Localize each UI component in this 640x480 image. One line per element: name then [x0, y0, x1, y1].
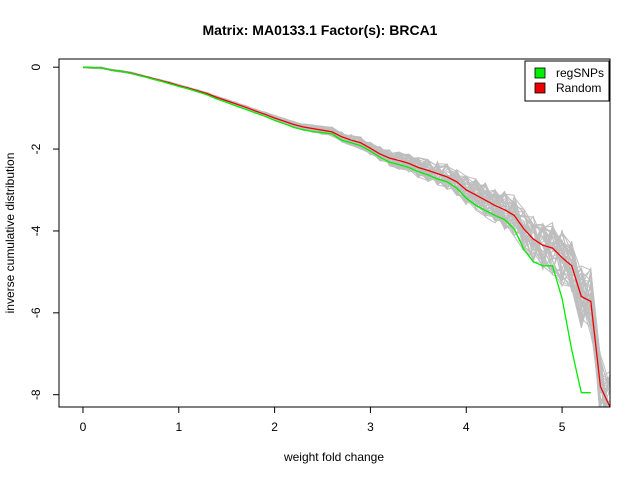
chart-title: Matrix: MA0133.1 Factor(s): BRCA1 [203, 22, 438, 38]
random-sample-lines [82, 66, 610, 407]
y-tick-label: -6 [29, 307, 43, 318]
random-sample-line [82, 66, 610, 386]
x-tick-label: 4 [463, 420, 470, 434]
x-tick-label: 3 [367, 420, 374, 434]
legend-label-random: Random [556, 81, 601, 95]
legend-swatch-random [534, 82, 546, 94]
y-tick-label: -2 [29, 143, 43, 154]
random-sample-line [82, 66, 610, 387]
y-axis: 0 -2 -4 -6 -8 [29, 64, 60, 400]
legend-label-regsnps: regSNPs [556, 66, 604, 80]
series-line-regsnps [82, 66, 591, 394]
y-tick-label: -8 [29, 389, 43, 400]
y-tick-label: -4 [29, 225, 43, 236]
x-tick-label: 5 [559, 420, 566, 434]
series-line-random [82, 66, 610, 407]
legend: regSNPs Random [524, 60, 610, 102]
x-axis-label: weight fold change [283, 450, 384, 464]
x-axis: 0 1 2 3 4 5 [80, 406, 566, 434]
y-tick-label: 0 [29, 64, 43, 71]
x-tick-label: 2 [271, 420, 278, 434]
series-lines [82, 66, 610, 407]
x-tick-label: 0 [80, 420, 87, 434]
legend-swatch-regsnps [534, 67, 546, 79]
y-axis-label: inverse cumulative distribution [3, 153, 17, 314]
x-tick-label: 1 [175, 420, 182, 434]
